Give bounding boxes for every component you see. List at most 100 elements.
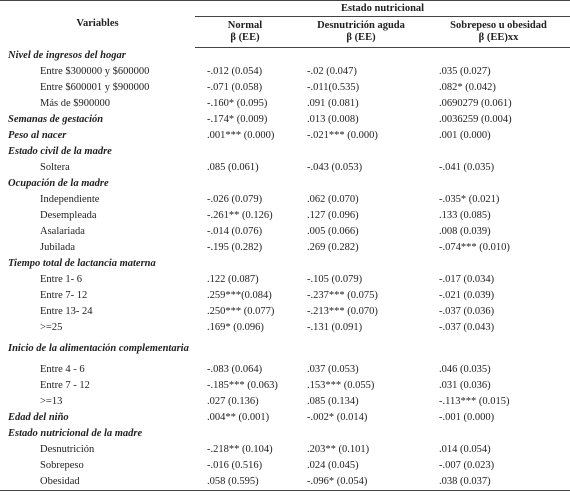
section-row: Peso al nacer .001*** (0.000) -.021*** (0.… [0,128,570,144]
data-row: >=25 .169* (0.096) -.131 (0.091) -.037 (0.0… [0,320,570,336]
empty-cell [195,48,295,65]
data-row: Entre 13- 24 .250*** (0.077) -.213*** (0.0… [0,304,570,320]
section-row: Ocupación de la madre [0,176,570,192]
value-cell: -.213*** (0.070) [307,306,378,317]
value-cell: .037 (0.053) [307,364,359,375]
empty-cell [427,336,570,362]
row-label: Desnutrición [40,444,95,455]
data-row: Entre $600001 y $900000 -.071 (0.058) -.01… [0,80,570,96]
data-row: >=13 .027 (0.136) .085 (0.134) -.113*** (0.… [0,394,570,410]
row-label: >=13 [40,396,63,407]
column-header: Desnutrición aguda β (EE) [295,16,427,48]
value-cell: -.041 (0.035) [439,162,495,173]
section-title: Ocupación de la madre [8,178,109,189]
value-cell: .035 (0.027) [439,66,491,77]
header-row: Variables Estado nutricional [0,0,570,48]
row-label: Entre 7- 12 [40,290,88,301]
value-cell: .027 (0.136) [207,396,259,407]
value-cell: -.105 (0.079) [307,274,363,285]
value-cell: .014 (0.054) [439,444,491,455]
value-cell: .250*** (0.077) [207,306,275,317]
section-title: Edad del niño [8,412,69,423]
value-cell: -.237*** (0.075) [307,290,378,301]
value-cell: .269 (0.282) [307,242,359,253]
data-row: Más de $900000 -.160* (0.095) .091 (0.081)… [0,96,570,112]
section-title: Inicio de la alimentación complementaria [8,343,189,354]
value-cell: .024 (0.045) [307,460,359,471]
value-cell: .013 (0.008) [307,114,359,125]
column-header-line: β (EE) [230,32,260,43]
empty-cell [195,426,295,442]
data-row: Desempleada -.261** (0.126) .127 (0.096) .1… [0,208,570,224]
data-row: Obesidad .058 (0.595) -.096* (0.054) .038 (… [0,474,570,491]
column-header-line: Desnutrición aguda [317,20,405,31]
value-cell: -.174* (0.009) [207,114,268,125]
value-cell: -.131 (0.091) [307,322,363,333]
row-label: Entre 1- 6 [40,274,82,285]
column-header-row: Normal β (EE) Desnutrición aguda β (EE) Sobr… [0,16,570,48]
column-header-line: Sobrepeso u obesidad [450,20,547,31]
value-cell: -.037 (0.043) [439,322,495,333]
column-header-line: β (EE) [346,32,376,43]
group-header: Estado nutricional [195,0,570,17]
value-cell: .091 (0.081) [307,98,359,109]
section-title: Estado civil de la madre [8,146,112,157]
value-cell: .0036259 (0.004) [439,114,512,125]
value-cell: -.007 (0.023) [439,460,495,471]
section-row: Edad del niño .004** (0.001) -.002* (0.014… [0,410,570,426]
column-header: Normal β (EE) [195,16,295,48]
empty-cell [195,176,295,192]
results-table: Variables Estado nutricional Normal β (EE… [0,0,570,491]
data-row: Entre 7 - 12 -.185*** (0.063) .153*** (0.0… [0,378,570,394]
data-row: Jubilada -.195 (0.282) .269 (0.282) -.074**… [0,240,570,256]
value-cell: -.261** (0.126) [207,210,273,221]
value-cell: -.021*** (0.000) [307,130,378,141]
empty-cell [195,144,295,160]
empty-cell [427,426,570,442]
value-cell: .169* (0.096) [207,322,264,333]
column-header: Sobrepeso u obesidad β (EE)xx [427,16,570,48]
value-cell: -.035* (0.021) [439,194,500,205]
value-cell: -.043 (0.053) [307,162,363,173]
data-row: Soltera .085 (0.061) -.043 (0.053) -.041 (0… [0,160,570,176]
data-row: Desnutrición -.218** (0.104) .203** (0.101… [0,442,570,458]
value-cell: -.026 (0.079) [207,194,263,205]
data-row: Entre 4 - 6 -.083 (0.064) .037 (0.053) .046… [0,362,570,378]
section-title: Semanas de gestación [8,114,104,125]
value-cell: .001*** (0.000) [207,130,275,141]
empty-cell [295,48,427,65]
row-label: Independiente [40,194,100,205]
section-title: Estado nutricional de la madre [8,428,143,439]
row-label: Más de $900000 [40,98,110,109]
value-cell: -.113*** (0.015) [439,396,510,407]
empty-cell [295,176,427,192]
data-row: Asalariada -.014 (0.076) .005 (0.066) .008 … [0,224,570,240]
section-title: Peso al nacer [8,130,67,141]
column-header-line: Normal [227,20,263,31]
value-cell: -.021 (0.039) [439,290,495,301]
value-cell: -.037 (0.036) [439,306,495,317]
value-cell: -.218** (0.104) [207,444,273,455]
empty-cell [427,176,570,192]
row-label: >=25 [40,322,63,333]
empty-cell [295,426,427,442]
value-cell: -.074*** (0.010) [439,242,510,253]
value-cell: .031 (0.036) [439,380,491,391]
value-cell: .005 (0.066) [307,226,359,237]
value-cell: -.002* (0.014) [307,412,368,423]
row-label: Entre 7 - 12 [40,380,90,391]
empty-cell [295,256,427,272]
data-row: Entre $300000 y $600000 -.012 (0.054) -.02… [0,64,570,80]
section-row: Nivel de ingresos del hogar [0,48,570,65]
value-cell: -.016 (0.516) [207,460,263,471]
value-cell: -.096* (0.054) [295,474,427,491]
empty-cell [295,336,427,362]
empty-cell [427,144,570,160]
value-cell: .062 (0.070) [307,194,359,205]
table-body: Nivel de ingresos del hogar Entre $300000… [0,48,570,491]
value-cell: -.083 (0.064) [207,364,263,375]
row-label: Entre $600001 y $900000 [40,82,150,93]
section-title: Tiempo total de lactancia materna [8,258,156,269]
value-cell: -.071 (0.058) [207,82,263,93]
